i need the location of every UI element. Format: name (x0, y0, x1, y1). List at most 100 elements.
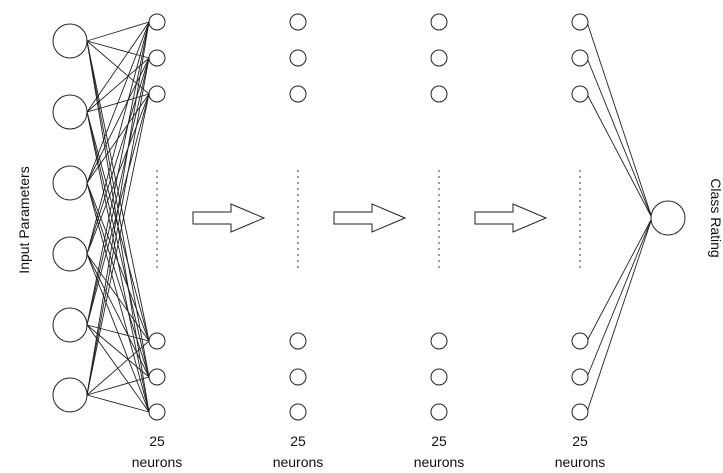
ellipsis-dot-layer-2 (297, 242, 299, 244)
ellipsis-dot-layer-4 (579, 170, 581, 172)
ellipsis-dot-layer-2 (297, 206, 299, 208)
ellipsis-dot-layer-2 (297, 188, 299, 190)
edge-input-5-to-h1-1 (86, 21, 150, 326)
edge-input-3-to-h1-1 (86, 21, 150, 184)
ellipsis-dot-layer-1 (156, 182, 158, 184)
edge-h4-2-to-output (586, 57, 653, 219)
layer-2-count-label: 25 (290, 433, 306, 449)
ellipsis-dot-layer-2 (297, 260, 299, 262)
edge-input-6-to-h1-4 (86, 340, 150, 396)
input-node-5 (52, 307, 88, 343)
ellipsis-dot-layer-1 (156, 188, 158, 190)
layer-4-count-label: 25 (572, 433, 588, 449)
output-node (650, 200, 686, 236)
ellipsis-dot-layer-3 (438, 260, 440, 262)
ellipsis-dot-layer-4 (579, 248, 581, 250)
edge-input-4-to-h1-2 (86, 57, 150, 255)
ellipsis-dot-layer-1 (156, 224, 158, 226)
hidden-layer-2-node-1 (289, 13, 307, 31)
hidden-layer-1-node-3 (148, 85, 166, 103)
ellipsis-dot-layer-4 (579, 254, 581, 256)
ellipsis-dot-layer-1 (156, 218, 158, 220)
hidden-layer-2-node-4 (289, 332, 307, 350)
edge-input-2-to-h1-2 (86, 57, 150, 113)
input-node-4 (52, 236, 88, 272)
ellipsis-dot-layer-4 (579, 206, 581, 208)
edge-input-4-to-h1-1 (86, 21, 150, 255)
ellipsis-dot-layer-2 (297, 230, 299, 232)
layer-1-unit-label: neurons (132, 454, 183, 470)
edge-input-5-to-h1-4 (86, 324, 150, 342)
ellipsis-dot-layer-3 (438, 230, 440, 232)
edge-input-1-to-h1-1 (86, 21, 150, 42)
layer-2-unit-label: neurons (273, 454, 324, 470)
ellipsis-dot-layer-1 (156, 194, 158, 196)
ellipsis-dot-layer-4 (579, 224, 581, 226)
ellipsis-dot-layer-1 (156, 212, 158, 214)
layer-arrow-2 (333, 203, 407, 233)
ellipsis-dot-layer-2 (297, 212, 299, 214)
ellipsis-dot-layer-3 (438, 206, 440, 208)
edge-h4-1-to-output (586, 21, 653, 219)
ellipsis-dot-layer-1 (156, 200, 158, 202)
ellipsis-dot-layer-1 (156, 260, 158, 262)
ellipsis-dot-layer-3 (438, 218, 440, 220)
ellipsis-dot-layer-1 (156, 176, 158, 178)
ellipsis-dots (156, 170, 581, 268)
hidden-layer-2-node-2 (289, 49, 307, 67)
input-node-3 (52, 165, 88, 201)
layer-size-labels: 25 neurons 25 neurons 25 neurons 25 neur… (132, 433, 606, 470)
ellipsis-dot-layer-2 (297, 200, 299, 202)
ellipsis-dot-layer-4 (579, 212, 581, 214)
edge-input-2-to-h1-1 (86, 21, 150, 113)
hidden-layer-2-node-3 (289, 85, 307, 103)
edge-input-6-to-h1-2 (86, 57, 150, 396)
ellipsis-dot-layer-3 (438, 176, 440, 178)
connection-edges (86, 21, 653, 413)
hidden-layer-4-node-5 (571, 368, 589, 386)
ellipsis-dot-layer-4 (579, 260, 581, 262)
ellipsis-dot-layer-1 (156, 254, 158, 256)
input-parameters-label: Input Parameters (16, 166, 32, 273)
hidden-layer-4-node-3 (571, 85, 589, 103)
ellipsis-dot-layer-4 (579, 176, 581, 178)
layer-arrow-1 (192, 203, 266, 233)
layer-1-count-label: 25 (149, 433, 165, 449)
layer-3-unit-label: neurons (414, 454, 465, 470)
hidden-layer-3-node-3 (430, 85, 448, 103)
hidden-layer-4-node-1 (571, 13, 589, 31)
layer-3-count-label: 25 (431, 433, 447, 449)
hidden-layer-3-node-4 (430, 332, 448, 350)
ellipsis-dot-layer-4 (579, 230, 581, 232)
hidden-layer-1-node-1 (148, 13, 166, 31)
ellipsis-dot-layer-3 (438, 194, 440, 196)
ellipsis-dot-layer-2 (297, 236, 299, 238)
ellipsis-dot-layer-3 (438, 266, 440, 268)
edge-input-3-to-h1-2 (86, 57, 150, 184)
hidden-layer-3-node-5 (430, 368, 448, 386)
edge-input-5-to-h1-2 (86, 57, 150, 326)
edge-input-6-to-h1-5 (86, 376, 150, 396)
ellipsis-dot-layer-2 (297, 218, 299, 220)
edge-h4-6-to-output (586, 217, 653, 413)
ellipsis-dot-layer-1 (156, 206, 158, 208)
ellipsis-dot-layer-4 (579, 218, 581, 220)
hidden-layer-2-node-6 (289, 403, 307, 421)
hidden-layer-4-node-4 (571, 332, 589, 350)
hidden-layer-3-node-1 (430, 13, 448, 31)
hidden-layer-1-node-4 (148, 332, 166, 350)
ellipsis-dot-layer-4 (579, 200, 581, 202)
edge-input-4-to-h1-5 (86, 253, 150, 378)
ellipsis-dot-layer-2 (297, 170, 299, 172)
ellipsis-dot-layer-2 (297, 248, 299, 250)
ellipsis-dot-layer-4 (579, 242, 581, 244)
ellipsis-dot-layer-1 (156, 230, 158, 232)
ellipsis-dot-layer-2 (297, 194, 299, 196)
layer-arrow-3 (474, 203, 548, 233)
ellipsis-dot-layer-3 (438, 248, 440, 250)
edge-h4-4-to-output (586, 217, 653, 342)
edge-h4-3-to-output (586, 93, 653, 219)
layer-4-unit-label: neurons (555, 454, 606, 470)
ellipsis-dot-layer-2 (297, 224, 299, 226)
